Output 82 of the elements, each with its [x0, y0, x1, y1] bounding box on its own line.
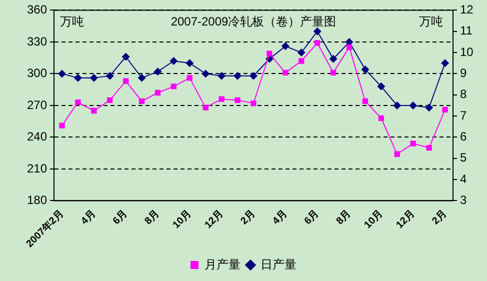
- point: [330, 70, 336, 76]
- point: [250, 100, 256, 106]
- point: [329, 54, 338, 63]
- x-tick-label: 2月: [238, 208, 258, 228]
- point: [154, 90, 161, 96]
- point: [378, 115, 384, 121]
- point: [218, 96, 224, 102]
- point: [202, 70, 210, 78]
- x-tick-label: 4月: [270, 208, 290, 228]
- point: [297, 48, 306, 57]
- point: [361, 65, 370, 74]
- point: [138, 98, 145, 104]
- y-tick-label: 360: [26, 2, 48, 17]
- y2-tick-label: 5: [460, 150, 467, 165]
- legend-label: 月产量: [204, 257, 240, 272]
- y-tick-label: 270: [26, 98, 48, 112]
- y-tick-label: 240: [26, 130, 48, 144]
- y2-tick-label: 7: [460, 108, 467, 122]
- point: [186, 59, 194, 68]
- y2-tick-label: 8: [460, 87, 467, 102]
- point: [202, 104, 208, 110]
- point: [122, 78, 129, 84]
- x-tick-label: 12月: [202, 208, 226, 231]
- point: [75, 99, 81, 106]
- point: [394, 151, 400, 157]
- point: [91, 108, 97, 114]
- point: [410, 140, 416, 146]
- x-tick-label: 8月: [334, 208, 354, 228]
- point: [441, 59, 450, 68]
- y2-tick-label: 12: [460, 2, 474, 17]
- point: [58, 70, 66, 78]
- y-tick-label: 210: [26, 161, 48, 176]
- point: [266, 50, 272, 56]
- point: [281, 42, 290, 50]
- y2-tick-label: 6: [460, 130, 467, 144]
- point: [90, 74, 98, 82]
- point: [313, 27, 322, 36]
- point: [59, 122, 65, 128]
- y-tick-label: 180: [26, 193, 48, 208]
- y-tick-label: 300: [26, 66, 48, 80]
- point: [282, 70, 288, 76]
- point: [409, 101, 418, 110]
- point: [170, 84, 177, 90]
- y2-tick-label: 11: [460, 24, 473, 38]
- point: [377, 82, 386, 90]
- point: [362, 98, 368, 104]
- y2-tick-label: 10: [460, 44, 474, 59]
- y2-tick-label: 9: [460, 66, 467, 80]
- x-tick-label: 4月: [79, 208, 98, 228]
- point: [346, 44, 352, 50]
- point: [298, 58, 304, 64]
- point: [425, 104, 434, 112]
- point: [122, 52, 130, 61]
- y-tick-label: 330: [26, 34, 48, 48]
- chart-title: 2007-2009冷轧板（卷）产量图: [170, 14, 336, 29]
- x-tick-label: 2月: [430, 208, 450, 228]
- y2-tick-label: 4: [460, 172, 467, 186]
- y2-tick-label: 3: [460, 193, 467, 208]
- legend-label: 日产量: [260, 257, 296, 272]
- y2-axis-title: 万吨: [419, 14, 443, 29]
- point: [138, 74, 146, 82]
- point: [442, 106, 448, 113]
- point: [234, 97, 240, 103]
- x-tick-label: 10月: [362, 208, 386, 231]
- point: [107, 97, 113, 103]
- point: [218, 72, 226, 80]
- point: [250, 72, 258, 80]
- point: [154, 68, 162, 76]
- point: [393, 101, 402, 110]
- x-tick-label: 6月: [111, 208, 130, 228]
- x-tick-label: 6月: [302, 208, 322, 228]
- x-tick-label: 12月: [394, 208, 418, 231]
- point: [170, 57, 178, 66]
- y-axis-title: 万吨: [60, 14, 84, 29]
- point: [314, 40, 320, 46]
- point: [426, 144, 432, 151]
- x-tick-label: 8月: [143, 208, 162, 228]
- x-tick-label: 10月: [171, 208, 194, 231]
- point: [186, 75, 192, 81]
- point: [234, 72, 242, 80]
- point: [74, 74, 82, 82]
- point: [106, 72, 114, 80]
